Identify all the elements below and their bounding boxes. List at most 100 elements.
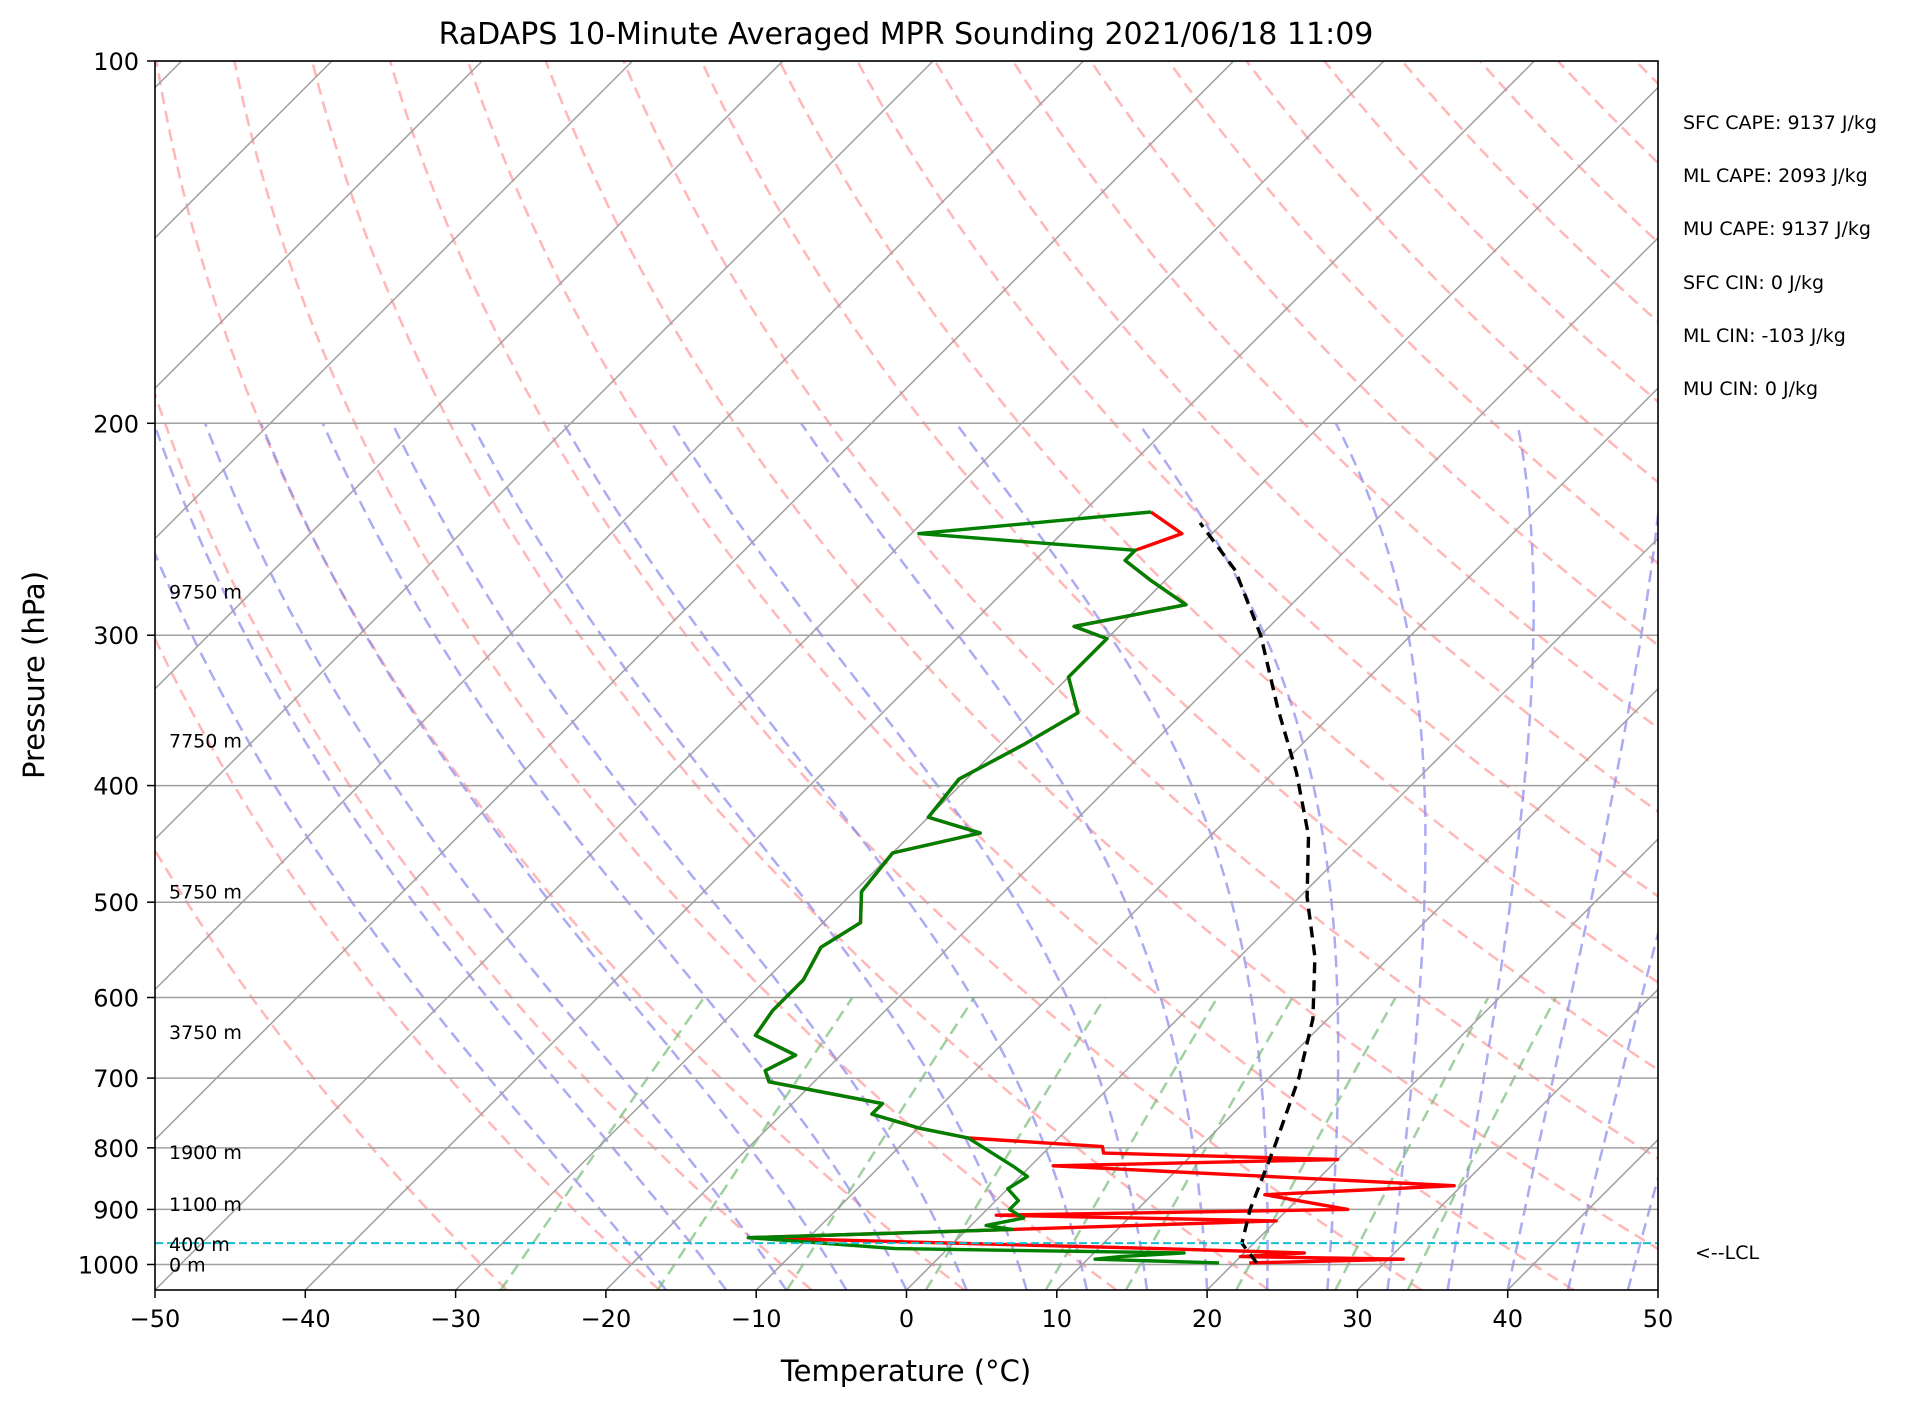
y-axis: 100 200 300 400 500 600 700 800 900 1000	[78, 48, 155, 1279]
height-labels: 9750 m 7750 m 5750 m 3750 m 1900 m 1100 m 400 …	[169, 582, 242, 1277]
dewpoint-line	[746, 510, 1220, 1265]
stability-indices: SFC CAPE: 9137 J/kg ML CAPE: 2093 J/kg M…	[1683, 112, 1877, 400]
dry-adiabat-line	[310, 61, 1270, 1290]
y-tick-label: 200	[93, 410, 139, 438]
isotherm-line	[1507, 1138, 1658, 1290]
x-tick-label: −20	[581, 1305, 632, 1333]
moist-adiabat-line	[955, 422, 1269, 1290]
isotherm-line	[155, 61, 1084, 991]
isotherm-line	[1356, 988, 1658, 1290]
moist-adiabat-line	[204, 422, 788, 1290]
y-tick-label: 300	[93, 622, 139, 650]
moist-adiabat-line	[259, 422, 848, 1290]
height-label: 400 m	[169, 1234, 230, 1256]
x-axis: −50 −40 −30 −20 −10 0 10 20 30 40 50	[130, 1290, 1674, 1333]
y-tick-label: 800	[93, 1135, 139, 1163]
moist-adiabat-line	[1334, 422, 1427, 1290]
x-tick-label: 40	[1492, 1305, 1523, 1333]
moist-adiabat-line	[470, 422, 1028, 1290]
lcl-label: <--LCL	[1695, 1242, 1759, 1264]
plot-frame	[154, 60, 1659, 1291]
dry-adiabat-line	[155, 61, 965, 1290]
index-ml-cin: ML CIN: -103 J/kg	[1683, 325, 1846, 347]
dry-adiabat-line	[1556, 61, 1658, 165]
x-tick-label: 0	[899, 1305, 914, 1333]
mixing-ratio-line	[1235, 996, 1397, 1290]
isotherm-line	[755, 387, 1658, 1290]
height-label: 5750 m	[169, 882, 242, 904]
isotherm-line	[1206, 838, 1658, 1290]
dry-adiabat-line	[1714, 61, 1925, 1290]
x-tick-label: −40	[280, 1305, 331, 1333]
index-sfc-cin: SFC CIN: 0 J/kg	[1683, 272, 1824, 294]
mixing-ratio-line	[1406, 996, 1557, 1290]
dry-adiabat-line	[1634, 61, 1658, 86]
y-tick-label: 400	[93, 773, 139, 801]
dry-adiabat-line	[622, 61, 1658, 1160]
x-tick-label: 50	[1643, 1305, 1674, 1333]
moist-adiabat-line	[1506, 504, 1658, 1290]
x-tick-label: −50	[130, 1305, 181, 1333]
dry-adiabat-line	[1791, 61, 1925, 1290]
moist-adiabat-line	[670, 422, 1149, 1290]
y-axis-label: Pressure (hPa)	[17, 571, 51, 779]
isotherm-line	[155, 61, 634, 540]
isotherm-line	[605, 236, 1658, 1290]
mixing-ratio-line	[656, 996, 854, 1290]
y-tick-label: 1000	[78, 1251, 139, 1279]
dry-adiabat-line	[778, 61, 1658, 984]
index-mu-cin: MU CIN: 0 J/kg	[1683, 378, 1818, 400]
mixing-ratio-line	[924, 996, 1106, 1290]
height-label: 3750 m	[169, 1022, 242, 1044]
index-sfc-cape: SFC CAPE: 9137 J/kg	[1683, 112, 1877, 134]
mixing-ratio-line	[1334, 996, 1490, 1290]
x-tick-label: 30	[1342, 1305, 1373, 1333]
isotherm-line	[155, 61, 934, 841]
dry-adiabat-line	[1479, 61, 1658, 244]
y-tick-label: 100	[93, 48, 139, 76]
dry-adiabat-line	[544, 61, 1658, 1251]
dry-adiabat-line	[1869, 61, 1925, 1290]
height-label: 1100 m	[169, 1194, 242, 1216]
dry-adiabat-line	[1167, 61, 1658, 565]
moist-adiabat-line	[1446, 423, 1535, 1290]
moist-adiabat-line	[1626, 1173, 1658, 1290]
background-lines	[155, 61, 1925, 1290]
dry-adiabat-line	[388, 61, 1423, 1290]
moist-adiabat-line	[1137, 422, 1340, 1290]
isotherm-line	[155, 61, 1385, 1290]
dry-adiabat-line	[1245, 61, 1658, 484]
moist-adiabat-line	[562, 422, 1089, 1290]
moist-adiabat-line	[321, 422, 908, 1290]
dry-adiabat-line	[1011, 61, 1658, 730]
x-tick-label: 20	[1192, 1305, 1223, 1333]
x-tick-label: 10	[1042, 1305, 1073, 1333]
moist-adiabat-line	[391, 422, 968, 1290]
dry-adiabat-line	[233, 61, 1118, 1290]
isotherm-line	[155, 61, 784, 690]
height-label: 0 m	[169, 1254, 206, 1276]
dry-adiabat-line	[466, 61, 1575, 1290]
isotherm-line	[905, 537, 1658, 1290]
height-label: 1900 m	[169, 1142, 242, 1164]
dry-adiabat-line	[1089, 61, 1658, 647]
x-tick-label: −30	[430, 1305, 481, 1333]
x-tick-label: −10	[731, 1305, 782, 1333]
isotherm-line	[304, 61, 1535, 1290]
y-tick-label: 900	[93, 1196, 139, 1224]
index-ml-cape: ML CAPE: 2093 J/kg	[1683, 165, 1868, 187]
dry-adiabat-line	[933, 61, 1658, 814]
isotherm-line	[155, 61, 1235, 1141]
y-tick-label: 600	[93, 985, 139, 1013]
height-label: 9750 m	[169, 582, 242, 604]
isotherm-line	[1657, 1288, 1658, 1290]
dry-adiabat-line	[155, 635, 661, 1290]
series-layer	[155, 510, 1658, 1265]
index-mu-cape: MU CAPE: 9137 J/kg	[1683, 218, 1871, 240]
dry-adiabat-line	[155, 848, 508, 1290]
y-tick-label: 500	[93, 889, 139, 917]
moist-adiabat-line	[155, 550, 667, 1290]
isotherm-line	[155, 61, 483, 390]
x-axis-label: Temperature (°C)	[780, 1354, 1031, 1388]
y-tick-label: 700	[93, 1065, 139, 1093]
